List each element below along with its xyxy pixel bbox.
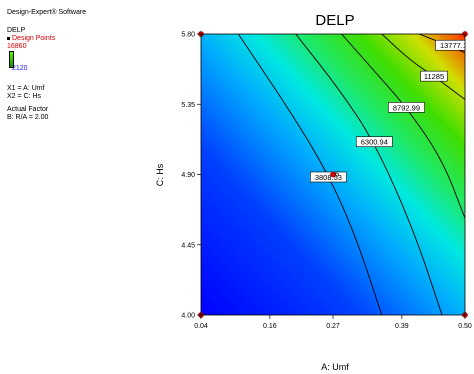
svg-text:13777.1: 13777.1 (440, 41, 467, 50)
y-tick-label: 5.80 (181, 32, 195, 39)
y-tick-label: 4.45 (181, 242, 195, 249)
info-panel: Design-Expert® Software DELP Design Poin… (7, 9, 86, 122)
contour-label: 11285 (420, 70, 448, 82)
design-point-label: 6 (335, 170, 339, 179)
actual-factor-value: B: R/A = 2.00 (7, 114, 49, 121)
y-tick-label: 5.35 (181, 102, 195, 109)
svg-text:3808.53: 3808.53 (315, 173, 342, 182)
high-value: 16860 (7, 43, 27, 50)
color-legend-bar (9, 51, 14, 68)
design-points-legend: Design Points (7, 35, 86, 43)
software-name: Design-Expert® Software (7, 9, 87, 16)
svg-text:8792.99: 8792.99 (393, 103, 420, 112)
x-tick-label: 0.16 (263, 323, 277, 330)
x-tick-label: 0.39 (395, 323, 409, 330)
legend-bar-row (7, 51, 86, 68)
design-points-label: Design Points (12, 35, 56, 42)
svg-text:11285: 11285 (424, 72, 444, 81)
low-value: 2120 (12, 65, 28, 72)
x2-definition: X2 = C: Hs (7, 93, 42, 100)
contour-line (295, 34, 443, 315)
response-name: DELP (7, 27, 26, 34)
y-tick-label: 4.90 (181, 172, 195, 179)
x-tick-label: 0.04 (194, 323, 208, 330)
contour-label: 13777.1 (435, 39, 467, 51)
contour-label: 8792.99 (388, 102, 425, 113)
x-tick-label: 0.27 (326, 323, 340, 330)
x1-definition: X1 = A: Umf (7, 85, 45, 92)
design-point (330, 171, 336, 178)
x-axis-label: A: Umf (321, 362, 349, 372)
bullet-icon (7, 36, 10, 40)
chart-title: DELP (315, 12, 355, 29)
contour-line (341, 34, 465, 219)
contour-label: 3808.53 (310, 171, 347, 183)
svg-text:6300.94: 6300.94 (361, 138, 388, 147)
y-tick-label: 4.00 (181, 313, 195, 320)
actual-factor-heading: Actual Factor (7, 106, 49, 113)
contour-line (237, 34, 383, 315)
contour-label: 6300.94 (355, 136, 393, 148)
x-tick-label: 0.50 (458, 323, 472, 330)
